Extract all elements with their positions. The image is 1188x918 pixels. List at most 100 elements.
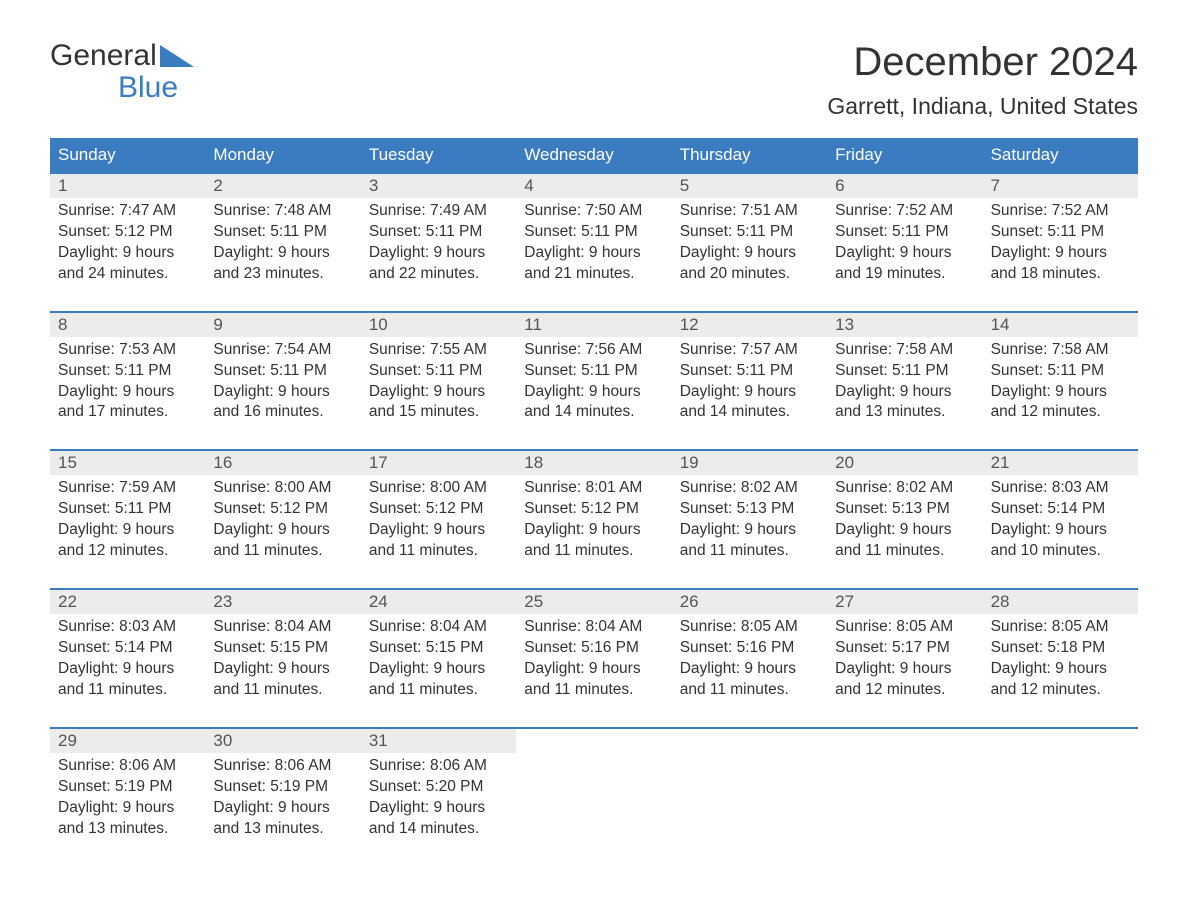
day-d1-text: Daylight: 9 hours (524, 382, 663, 403)
day-d1-text: Daylight: 9 hours (991, 659, 1130, 680)
day-sunrise-text: Sunrise: 7:48 AM (213, 201, 352, 222)
day-number-cell: 23 (205, 590, 360, 614)
day-sunset-text: Sunset: 5:11 PM (524, 222, 663, 243)
day-sunset-text: Sunset: 5:12 PM (213, 499, 352, 520)
day-data-row: Sunrise: 8:06 AMSunset: 5:19 PMDaylight:… (50, 753, 1138, 848)
day-number-cell: 29 (50, 729, 205, 753)
day-data-cell: Sunrise: 7:53 AMSunset: 5:11 PMDaylight:… (50, 337, 205, 432)
day-sunrise-text: Sunrise: 7:58 AM (991, 340, 1130, 361)
day-d2-text: and 13 minutes. (58, 819, 197, 840)
day-data-cell: Sunrise: 7:56 AMSunset: 5:11 PMDaylight:… (516, 337, 671, 432)
day-data-cell: Sunrise: 8:02 AMSunset: 5:13 PMDaylight:… (672, 475, 827, 570)
day-sunrise-text: Sunrise: 8:02 AM (835, 478, 974, 499)
day-sunset-text: Sunset: 5:12 PM (369, 499, 508, 520)
day-d2-text: and 21 minutes. (524, 264, 663, 285)
weekday-header-cell: Saturday (983, 138, 1138, 172)
weekday-header-cell: Monday (205, 138, 360, 172)
day-d2-text: and 17 minutes. (58, 402, 197, 423)
day-number-row: 15161718192021 (50, 451, 1138, 475)
day-d1-text: Daylight: 9 hours (680, 659, 819, 680)
day-number-row: 891011121314 (50, 313, 1138, 337)
day-sunset-text: Sunset: 5:11 PM (835, 361, 974, 382)
day-sunrise-text: Sunrise: 8:05 AM (680, 617, 819, 638)
day-data-cell: Sunrise: 7:59 AMSunset: 5:11 PMDaylight:… (50, 475, 205, 570)
weeks-container: 1234567Sunrise: 7:47 AMSunset: 5:12 PMDa… (50, 172, 1138, 847)
day-d2-text: and 20 minutes. (680, 264, 819, 285)
weekday-header-cell: Tuesday (361, 138, 516, 172)
day-d2-text: and 19 minutes. (835, 264, 974, 285)
day-sunrise-text: Sunrise: 8:05 AM (835, 617, 974, 638)
day-d1-text: Daylight: 9 hours (213, 520, 352, 541)
day-sunset-text: Sunset: 5:20 PM (369, 777, 508, 798)
month-title: December 2024 (827, 40, 1138, 85)
day-data-cell (672, 753, 827, 848)
day-d1-text: Daylight: 9 hours (835, 520, 974, 541)
day-d1-text: Daylight: 9 hours (991, 520, 1130, 541)
day-sunset-text: Sunset: 5:13 PM (835, 499, 974, 520)
day-number-cell: 4 (516, 174, 671, 198)
day-d1-text: Daylight: 9 hours (213, 382, 352, 403)
day-data-cell: Sunrise: 8:04 AMSunset: 5:16 PMDaylight:… (516, 614, 671, 709)
day-number-cell: 10 (361, 313, 516, 337)
day-d2-text: and 13 minutes. (213, 819, 352, 840)
day-data-cell: Sunrise: 8:02 AMSunset: 5:13 PMDaylight:… (827, 475, 982, 570)
day-data-cell: Sunrise: 7:58 AMSunset: 5:11 PMDaylight:… (827, 337, 982, 432)
day-number-cell: 8 (50, 313, 205, 337)
day-data-cell: Sunrise: 8:05 AMSunset: 5:18 PMDaylight:… (983, 614, 1138, 709)
day-d1-text: Daylight: 9 hours (58, 798, 197, 819)
day-data-row: Sunrise: 7:59 AMSunset: 5:11 PMDaylight:… (50, 475, 1138, 570)
day-data-cell: Sunrise: 8:04 AMSunset: 5:15 PMDaylight:… (361, 614, 516, 709)
day-number-cell: 21 (983, 451, 1138, 475)
day-data-cell: Sunrise: 7:55 AMSunset: 5:11 PMDaylight:… (361, 337, 516, 432)
day-sunset-text: Sunset: 5:11 PM (991, 222, 1130, 243)
day-number-cell: 25 (516, 590, 671, 614)
day-sunrise-text: Sunrise: 8:04 AM (524, 617, 663, 638)
day-d2-text: and 22 minutes. (369, 264, 508, 285)
day-d2-text: and 12 minutes. (58, 541, 197, 562)
day-sunset-text: Sunset: 5:12 PM (524, 499, 663, 520)
day-data-cell: Sunrise: 8:03 AMSunset: 5:14 PMDaylight:… (50, 614, 205, 709)
title-block: December 2024 Garrett, Indiana, United S… (827, 40, 1138, 120)
day-data-cell: Sunrise: 8:05 AMSunset: 5:17 PMDaylight:… (827, 614, 982, 709)
day-d2-text: and 13 minutes. (835, 402, 974, 423)
day-d1-text: Daylight: 9 hours (524, 520, 663, 541)
day-number-cell: 13 (827, 313, 982, 337)
day-sunset-text: Sunset: 5:11 PM (58, 499, 197, 520)
day-d1-text: Daylight: 9 hours (58, 382, 197, 403)
day-sunrise-text: Sunrise: 7:53 AM (58, 340, 197, 361)
day-number-cell: 17 (361, 451, 516, 475)
day-number-cell: 26 (672, 590, 827, 614)
day-number-cell: 15 (50, 451, 205, 475)
day-sunrise-text: Sunrise: 8:06 AM (213, 756, 352, 777)
day-sunset-text: Sunset: 5:11 PM (991, 361, 1130, 382)
day-number-cell (827, 729, 982, 753)
day-d2-text: and 12 minutes. (835, 680, 974, 701)
day-number-row: 22232425262728 (50, 590, 1138, 614)
day-sunrise-text: Sunrise: 7:57 AM (680, 340, 819, 361)
day-d1-text: Daylight: 9 hours (213, 659, 352, 680)
day-d1-text: Daylight: 9 hours (524, 659, 663, 680)
day-d1-text: Daylight: 9 hours (680, 520, 819, 541)
day-d1-text: Daylight: 9 hours (835, 659, 974, 680)
day-sunset-text: Sunset: 5:11 PM (835, 222, 974, 243)
day-d1-text: Daylight: 9 hours (835, 243, 974, 264)
weekday-header-cell: Wednesday (516, 138, 671, 172)
day-d1-text: Daylight: 9 hours (369, 520, 508, 541)
day-data-cell: Sunrise: 7:50 AMSunset: 5:11 PMDaylight:… (516, 198, 671, 293)
day-d2-text: and 11 minutes. (835, 541, 974, 562)
week-row: 15161718192021Sunrise: 7:59 AMSunset: 5:… (50, 449, 1138, 570)
day-number-cell: 24 (361, 590, 516, 614)
day-d1-text: Daylight: 9 hours (835, 382, 974, 403)
day-d1-text: Daylight: 9 hours (369, 798, 508, 819)
day-d1-text: Daylight: 9 hours (58, 520, 197, 541)
day-data-cell: Sunrise: 8:03 AMSunset: 5:14 PMDaylight:… (983, 475, 1138, 570)
day-d1-text: Daylight: 9 hours (58, 659, 197, 680)
day-data-cell (983, 753, 1138, 848)
document-header: General Blue December 2024 Garrett, Indi… (50, 40, 1138, 120)
day-sunset-text: Sunset: 5:13 PM (680, 499, 819, 520)
day-sunset-text: Sunset: 5:11 PM (369, 222, 508, 243)
day-data-cell: Sunrise: 8:01 AMSunset: 5:12 PMDaylight:… (516, 475, 671, 570)
day-data-cell: Sunrise: 7:54 AMSunset: 5:11 PMDaylight:… (205, 337, 360, 432)
day-sunset-text: Sunset: 5:11 PM (58, 361, 197, 382)
day-d2-text: and 11 minutes. (524, 541, 663, 562)
